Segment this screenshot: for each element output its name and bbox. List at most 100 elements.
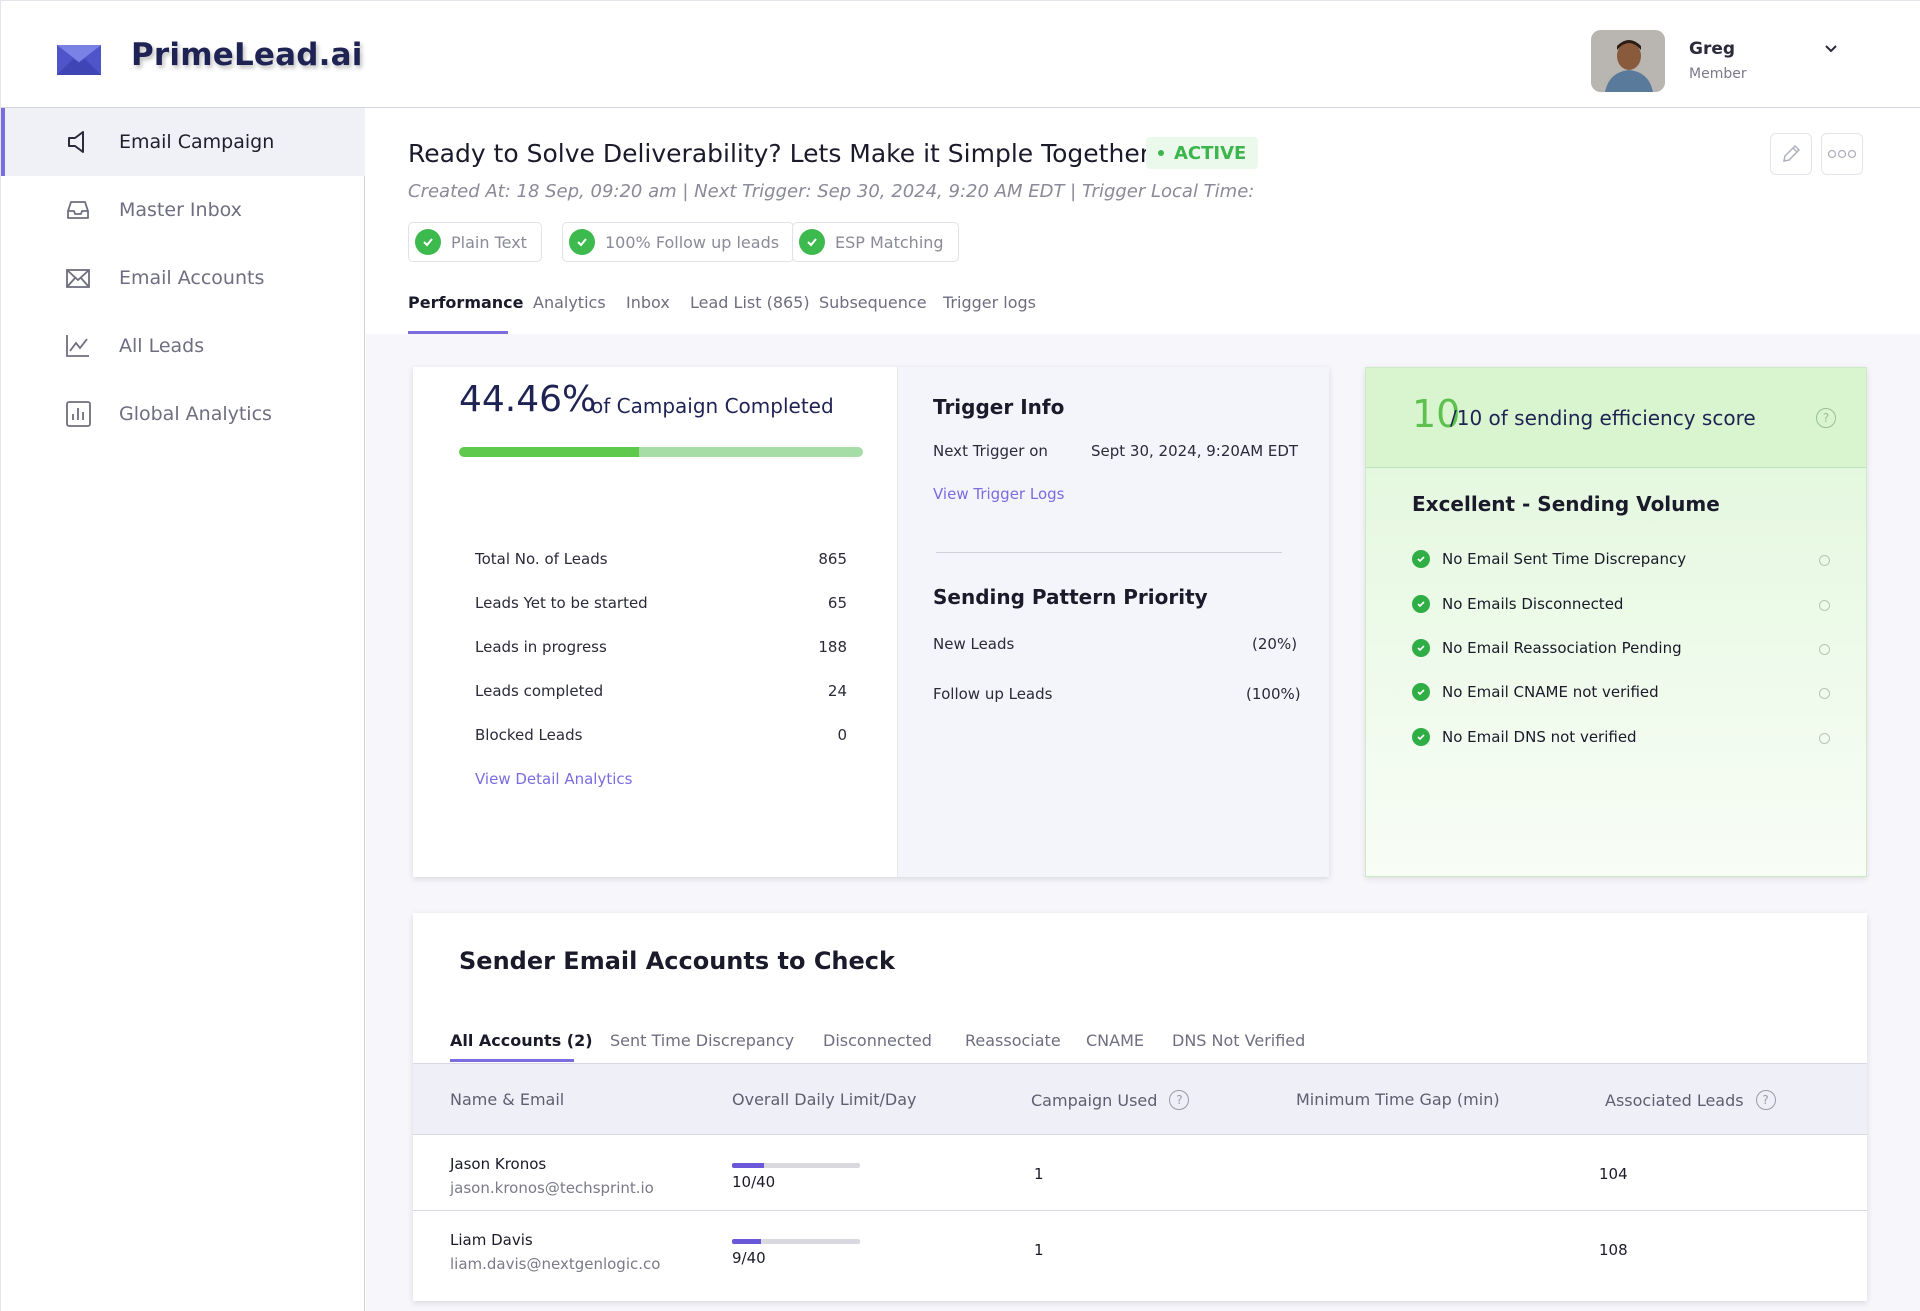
user-name[interactable]: Greg <box>1689 39 1736 59</box>
campaign-used: 1 <box>1034 1165 1044 1183</box>
tab-subsequence[interactable]: Subsequence <box>819 293 927 312</box>
tab-lead-list[interactable]: Lead List (865) <box>690 293 810 312</box>
inbox-icon <box>67 201 89 219</box>
sidebar-item-master-inbox[interactable]: Master Inbox <box>1 176 365 244</box>
help-icon[interactable]: ? <box>1755 1090 1776 1110</box>
status-text: ACTIVE <box>1174 142 1247 164</box>
associated-leads: 108 <box>1599 1241 1628 1259</box>
bar-chart-icon <box>66 401 91 427</box>
sidebar-item-email-campaign[interactable]: Email Campaign <box>1 108 365 176</box>
view-trigger-logs-link[interactable]: View Trigger Logs <box>933 485 1065 503</box>
column-header: Name & Email <box>450 1090 564 1109</box>
app-logo-text: PrimeLead.ai <box>131 37 363 73</box>
table-row[interactable]: Jason Kronos jason.kronos@techsprint.io … <box>413 1135 1867 1211</box>
user-role: Member <box>1689 66 1747 82</box>
table-header: Name & Email Overall Daily Limit/Day Cam… <box>413 1063 1867 1135</box>
daily-limit-bar <box>732 1239 860 1244</box>
info-icon[interactable] <box>1819 600 1830 611</box>
sidebar: Email Campaign Master Inbox Email Accoun… <box>0 108 365 1311</box>
info-icon[interactable] <box>1819 688 1830 699</box>
check-label: No Email Reassociation Pending <box>1442 639 1682 657</box>
sending-pattern-title: Sending Pattern Priority <box>933 585 1208 609</box>
view-detail-analytics-link[interactable]: View Detail Analytics <box>475 770 633 788</box>
stat-row: Leads Yet to be started 65 <box>475 594 847 612</box>
tab-all-accounts[interactable]: All Accounts (2) <box>450 1031 593 1050</box>
more-dots-icon <box>1827 149 1857 159</box>
column-header-label: Associated Leads <box>1605 1090 1744 1110</box>
daily-limit-fill <box>732 1239 761 1244</box>
tab-analytics[interactable]: Analytics <box>533 293 606 312</box>
tab-trigger-logs[interactable]: Trigger logs <box>943 293 1036 312</box>
tab-performance[interactable]: Performance <box>408 293 524 312</box>
check-icon <box>1412 639 1430 657</box>
sidebar-item-global-analytics[interactable]: Global Analytics <box>1 380 365 448</box>
stat-value: 24 <box>827 682 847 700</box>
check-label: No Email CNAME not verified <box>1442 683 1659 701</box>
sidebar-item-email-accounts[interactable]: Email Accounts <box>1 244 365 312</box>
pattern-label: Follow up Leads <box>933 685 1053 703</box>
accounts-title: Sender Email Accounts to Check <box>459 947 895 975</box>
account-name: Liam Davis <box>450 1231 533 1249</box>
avatar[interactable] <box>1591 30 1665 92</box>
megaphone-icon <box>68 131 84 153</box>
score-label: /10 of sending efficiency score <box>1450 406 1756 430</box>
check-icon <box>1412 683 1430 701</box>
column-header: Minimum Time Gap (min) <box>1296 1090 1500 1109</box>
check-label: No Emails Disconnected <box>1442 595 1624 613</box>
account-email: liam.davis@nextgenlogic.co <box>450 1255 661 1273</box>
check-icon <box>1412 550 1430 568</box>
column-header-label: Minimum Time Gap (min) <box>1296 1090 1500 1109</box>
next-trigger-value: Sept 30, 2024, 9:20AM EDT <box>1091 442 1299 460</box>
daily-limit-fill <box>732 1163 764 1168</box>
completion-percent: 44.46% <box>459 379 597 420</box>
sidebar-item-all-leads[interactable]: All Leads <box>1 312 365 380</box>
tag-plain-text: Plain Text <box>408 222 542 262</box>
check-icon <box>799 229 825 255</box>
stat-label: Total No. of Leads <box>475 550 608 568</box>
tab-dns-not-verified[interactable]: DNS Not Verified <box>1172 1031 1306 1050</box>
performance-card: 44.46% of Campaign Completed Total No. o… <box>413 367 1329 877</box>
completion-progress-bar <box>459 447 863 457</box>
info-icon[interactable] <box>1819 555 1830 566</box>
tag-label: 100% Follow up leads <box>605 232 780 252</box>
tab-sent-time-discrepancy[interactable]: Sent Time Discrepancy <box>610 1031 795 1050</box>
edit-button[interactable] <box>1770 133 1812 175</box>
tab-cname[interactable]: CNAME <box>1086 1031 1144 1050</box>
info-icon[interactable] <box>1819 733 1830 744</box>
tag-label: ESP Matching <box>835 232 944 252</box>
stat-row: Leads in progress 188 <box>475 638 847 656</box>
stat-row: Leads completed 24 <box>475 682 847 700</box>
campaign-header: Ready to Solve Deliverability? Lets Make… <box>366 109 1920 334</box>
column-header: Overall Daily Limit/Day <box>732 1090 916 1109</box>
check-row: No Email Reassociation Pending <box>1412 639 1682 657</box>
tab-inbox[interactable]: Inbox <box>626 293 670 312</box>
check-label: No Email Sent Time Discrepancy <box>1442 550 1687 568</box>
help-icon[interactable]: ? <box>1169 1090 1190 1110</box>
table-row[interactable]: Liam Davis liam.davis@nextgenlogic.co 9/… <box>413 1211 1867 1287</box>
check-label: No Email DNS not verified <box>1442 728 1637 746</box>
column-header-label: Overall Daily Limit/Day <box>732 1090 917 1109</box>
column-header: Associated Leads? <box>1605 1090 1776 1110</box>
active-tab-indicator <box>408 331 508 334</box>
stat-label: Leads in progress <box>475 638 607 656</box>
stat-label: Blocked Leads <box>475 726 583 744</box>
main-content: Ready to Solve Deliverability? Lets Make… <box>366 109 1920 1311</box>
tab-reassociate[interactable]: Reassociate <box>965 1031 1061 1050</box>
campaign-meta: Created At: 18 Sep, 09:20 am | Next Trig… <box>408 181 1255 202</box>
more-options-button[interactable] <box>1821 133 1863 175</box>
info-icon[interactable] <box>1819 644 1830 655</box>
check-icon <box>569 229 595 255</box>
tab-disconnected[interactable]: Disconnected <box>823 1031 932 1050</box>
help-icon[interactable]: ? <box>1816 408 1836 428</box>
pencil-icon <box>1783 144 1801 162</box>
stat-value: 0 <box>837 726 847 744</box>
column-header: Campaign Used? <box>1031 1090 1190 1110</box>
stat-row: Blocked Leads 0 <box>475 726 847 744</box>
trigger-info-panel: Trigger Info Next Trigger on Sept 30, 20… <box>897 367 1329 877</box>
account-email: jason.kronos@techsprint.io <box>450 1179 654 1197</box>
stat-label: Leads Yet to be started <box>475 594 648 612</box>
sidebar-item-label: Email Campaign <box>119 131 275 153</box>
chevron-down-icon[interactable] <box>1821 39 1841 59</box>
daily-limit: 10/40 <box>732 1173 776 1191</box>
top-bar: PrimeLead.ai Greg Member <box>0 0 1920 108</box>
